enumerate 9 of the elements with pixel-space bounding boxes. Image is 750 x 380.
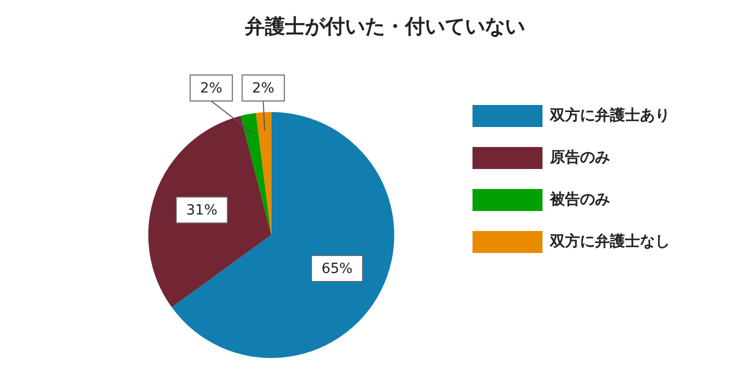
data-label: 2%: [252, 80, 274, 97]
legend-label: 被告のみ: [549, 190, 610, 208]
data-label: 2%: [200, 80, 222, 97]
data-label: 31%: [186, 202, 218, 219]
legend-label: 双方に弁護士なし: [549, 232, 670, 250]
chart-title: 弁護士が付いた・付いていない: [244, 14, 525, 38]
legend-label: 原告のみ: [549, 148, 610, 166]
data-label: 65%: [321, 261, 353, 278]
legend-label: 双方に弁護士あり: [549, 106, 670, 124]
